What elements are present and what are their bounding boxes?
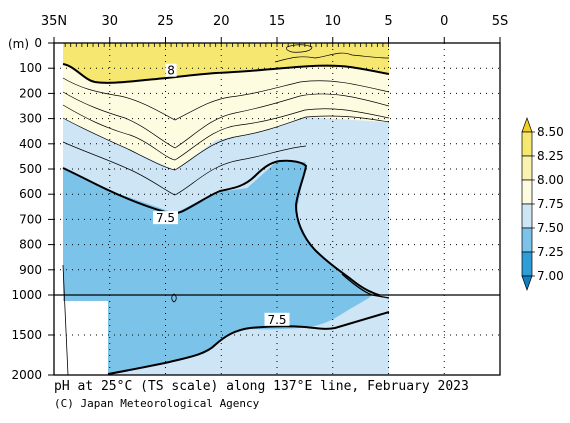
chart-title: pH at 25°C (TS scale) along 137°E line, … (54, 379, 469, 394)
lower-left-blue-strip (63, 295, 108, 301)
y-axis-unit: (m) (8, 37, 29, 51)
contour-minor-4 (62, 141, 307, 196)
x-tick-label: 5 (384, 14, 392, 29)
y-tick-label: 300 (19, 112, 42, 126)
station-ticks (64, 43, 389, 47)
lower-fill-dark (108, 295, 372, 375)
y-tick-label: 900 (19, 263, 42, 277)
x-tick-labels: 35N 30 25 20 15 10 5 0 5S (41, 14, 508, 43)
colorbar-segment (521, 227, 533, 253)
x-tick-label: 35N (41, 14, 67, 29)
contour-label: 7.5 (156, 211, 175, 225)
y-tick-label: 800 (19, 238, 42, 252)
y-tick-label: 700 (19, 212, 42, 226)
colorbar-label: 8.50 (537, 125, 564, 139)
contour-label-bg (165, 63, 177, 77)
colorbar-top-arrow (521, 116, 533, 133)
colorbar-bottom-arrow (521, 275, 533, 292)
contour-small-blip (171, 293, 177, 303)
x-tick-label: 10 (324, 14, 341, 29)
y-tick-label: 2000 (11, 368, 42, 382)
upper-contours (62, 44, 390, 299)
credit-text: (C) Japan Meteorological Agency (54, 397, 260, 410)
contour-closed (286, 44, 313, 53)
fill-7-75-8-00 (63, 63, 389, 170)
grid-horizontal (54, 67, 500, 336)
x-tick-label: 25 (157, 14, 174, 29)
contour-label: 8 (167, 64, 175, 78)
colorbar-segment (521, 179, 533, 205)
contour-8-00 (62, 63, 390, 84)
x-tick-label: 0 (440, 14, 448, 29)
colorbar-segment (521, 251, 533, 277)
y-tick-label: 0 (34, 36, 42, 50)
x-tick-label: 30 (101, 14, 118, 29)
fill-8-00-8-25 (63, 43, 389, 84)
colorbar-label: 7.75 (537, 197, 564, 211)
fill-7-25-7-50 (63, 162, 389, 300)
y-tick-label: 600 (19, 187, 42, 201)
colorbar: 8.50 8.25 8.00 7.75 7.50 7.25 7.00 (521, 116, 564, 292)
colorbar-label: 7.25 (537, 245, 564, 259)
colorbar-label: 8.25 (537, 149, 564, 163)
contour-7-75 (62, 115, 390, 171)
y-tick-label: 100 (19, 61, 42, 75)
contour-minor-3 (62, 104, 390, 161)
lower-panel (62, 264, 500, 376)
y-tick-label: 1500 (11, 328, 42, 342)
contour-7-50 (62, 159, 390, 299)
colorbar-segment (521, 203, 533, 229)
x-tick-label: 20 (213, 14, 230, 29)
colorbar-label: 7.50 (537, 221, 564, 235)
contour-minor-5 (274, 52, 390, 63)
colorbar-segment (521, 155, 533, 181)
fill-7-50-7-75 (63, 117, 389, 300)
lower-left-white (63, 301, 108, 375)
y-tick-label: 200 (19, 86, 42, 100)
contour-labels: 8 7.5 7.5 (153, 63, 290, 327)
y-tick-label: 500 (19, 162, 42, 176)
x-tick-label: 5S (492, 14, 509, 29)
y-tick-label: 400 (19, 137, 42, 151)
contour-label: 7.5 (267, 313, 286, 327)
colorbar-label: 7.00 (537, 269, 564, 283)
colorbar-label: 8.00 (537, 173, 564, 187)
contour-minor-2 (62, 91, 390, 149)
contour-minor-1 (62, 77, 390, 121)
y-tick-label: 1000 (11, 288, 42, 302)
contour-label-bg (153, 211, 178, 225)
contour-7-50-lower (107, 311, 390, 375)
contour-label-bg (264, 312, 290, 326)
upper-panel (62, 43, 500, 300)
x-tick-label: 15 (269, 14, 286, 29)
y-tick-labels: 0 100 200 300 400 500 600 700 800 900 1000 1500 2000 (11, 36, 54, 382)
colorbar-segment (521, 131, 533, 157)
sloped-line-left (62, 264, 69, 376)
